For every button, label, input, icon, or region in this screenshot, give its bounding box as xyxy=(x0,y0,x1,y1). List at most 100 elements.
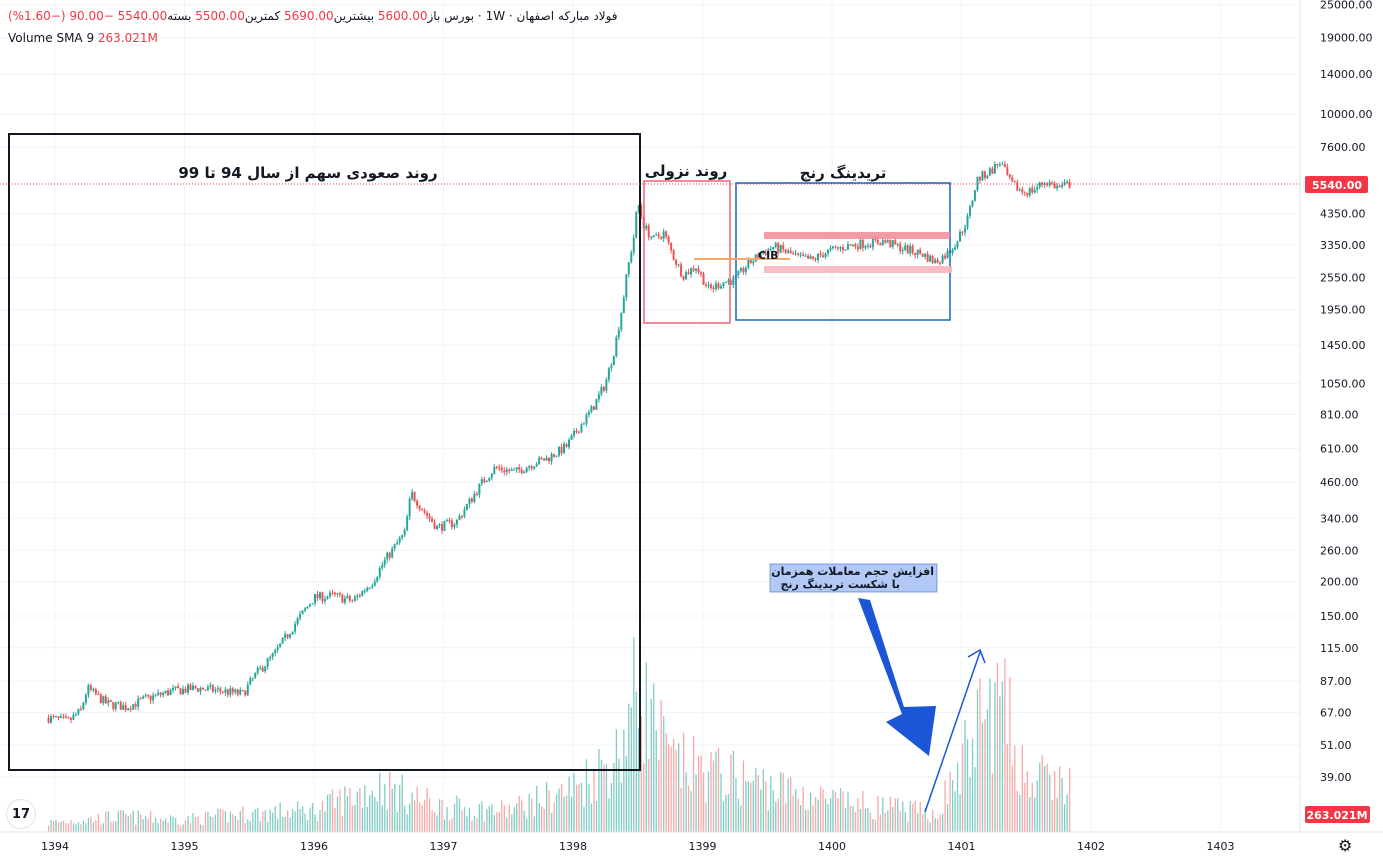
volume-bar xyxy=(702,772,705,832)
candle-body xyxy=(874,238,877,240)
candle-body xyxy=(301,610,304,615)
volume-bar xyxy=(864,808,867,832)
volume-bar xyxy=(518,795,520,832)
volume-bar xyxy=(844,807,847,832)
candle-body xyxy=(428,515,431,519)
volume-sma-text: 263.021M xyxy=(1306,809,1367,822)
candle-body xyxy=(714,283,717,289)
candle-body xyxy=(779,245,782,253)
volume-bar xyxy=(994,682,996,832)
time-tick-label: 1402 xyxy=(1077,840,1105,853)
candle-body xyxy=(214,689,217,692)
tradingview-logo-icon[interactable]: 17 xyxy=(7,800,35,828)
candle-body xyxy=(391,548,394,558)
range-box[interactable] xyxy=(735,182,951,321)
candle-body xyxy=(515,467,518,470)
candle-body xyxy=(685,272,688,280)
candle-body xyxy=(296,618,299,624)
candle-body xyxy=(597,394,600,400)
candle-body xyxy=(602,387,605,391)
volume-bar xyxy=(747,781,750,832)
range-support-band[interactable] xyxy=(764,266,952,273)
volume-bar xyxy=(120,810,122,832)
price-tick-label: 260.00 xyxy=(1320,544,1359,557)
candle-body xyxy=(142,696,145,699)
volume-bar xyxy=(668,744,670,832)
volume-bar xyxy=(508,804,510,832)
candle-body xyxy=(149,695,152,701)
volume-bar xyxy=(1019,794,1021,832)
volume-bar xyxy=(244,823,246,832)
candle-body xyxy=(251,677,254,679)
volume-bar xyxy=(1006,744,1009,832)
candle-body xyxy=(804,255,807,257)
candle-body xyxy=(478,483,481,495)
volume-bar xyxy=(92,822,95,832)
volume-bar xyxy=(521,800,523,832)
candle-body xyxy=(797,253,800,255)
candle-body xyxy=(64,716,67,718)
time-axis[interactable]: 1394 1395 1396 1397 1398 1399 1400 1401 1402 1403 xyxy=(41,840,1235,853)
volume-bar xyxy=(765,781,767,832)
volume-bar xyxy=(593,768,595,832)
volume-bar xyxy=(95,820,97,832)
candle-body xyxy=(231,688,234,693)
volume-bar xyxy=(294,811,296,832)
candle-body xyxy=(901,249,904,252)
volume-sma-value: 263.021M xyxy=(97,31,158,45)
volume-bar xyxy=(394,783,396,832)
candle-body xyxy=(944,255,947,259)
uptrend-box[interactable] xyxy=(8,133,641,771)
volume-sma-badge[interactable] xyxy=(1305,806,1370,823)
volume-bar xyxy=(735,777,737,832)
volume-bar xyxy=(550,812,553,832)
volume-bar xyxy=(272,812,274,832)
volume-arrow-up-line[interactable] xyxy=(924,651,981,813)
candle-body xyxy=(361,590,364,596)
candlesticks xyxy=(47,161,1071,724)
volume-bar xyxy=(608,798,610,832)
candle-body xyxy=(627,262,630,275)
candle-body xyxy=(505,469,508,473)
range-resistance-band[interactable] xyxy=(764,232,950,239)
candle-body xyxy=(199,688,202,692)
candle-body xyxy=(381,564,384,569)
volume-bar xyxy=(319,810,321,832)
downtrend-box[interactable] xyxy=(643,180,731,324)
price-tick-label: 115.00 xyxy=(1320,642,1359,655)
volume-bar xyxy=(242,806,244,832)
candle-body xyxy=(431,518,434,523)
candle-body xyxy=(543,458,546,461)
candle-body xyxy=(164,690,167,694)
time-tick-label: 1395 xyxy=(171,840,199,853)
settings-gear-icon[interactable]: ⚙ xyxy=(1338,836,1353,855)
low-label: کمترین xyxy=(244,9,281,23)
candle-body xyxy=(209,685,212,687)
candle-body xyxy=(916,249,919,255)
candle-body xyxy=(508,469,511,472)
candle-body xyxy=(1026,193,1029,196)
candle-body xyxy=(259,667,262,669)
volume-bar xyxy=(740,805,742,832)
volume-bar xyxy=(797,798,799,832)
candle-body xyxy=(304,608,307,611)
volume-arrow-down[interactable] xyxy=(858,598,936,756)
candle-body xyxy=(480,479,483,484)
volume-bar xyxy=(785,803,787,832)
volume-bar xyxy=(324,811,326,832)
volume-bar xyxy=(834,791,837,832)
candle-body xyxy=(483,479,486,483)
price-axis[interactable]: 25000.00 19000.00 14000.00 10000.00 7600.00 4… xyxy=(1320,0,1373,784)
volume-bar xyxy=(991,773,994,832)
candle-body xyxy=(1006,166,1009,175)
volume-note-box[interactable] xyxy=(769,563,938,593)
volume-bar xyxy=(72,823,75,832)
volume-bar xyxy=(174,817,177,832)
volume-arrow-up-head[interactable] xyxy=(967,648,986,664)
candle-body xyxy=(655,234,658,236)
volume-bar xyxy=(453,803,456,832)
volume-bar xyxy=(578,783,580,832)
last-price-badge[interactable] xyxy=(1305,176,1368,193)
candle-body xyxy=(914,252,917,255)
